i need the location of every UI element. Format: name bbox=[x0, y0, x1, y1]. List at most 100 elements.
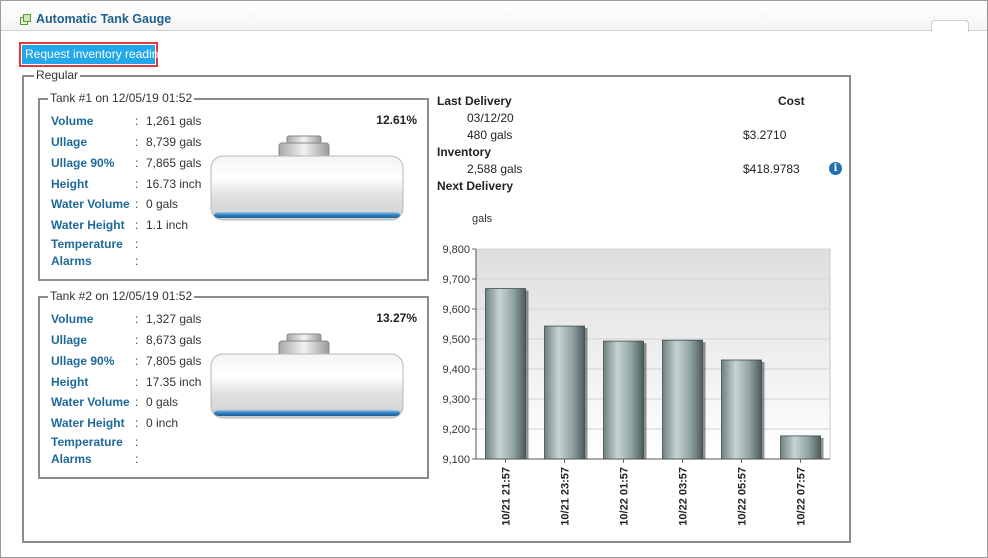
bar bbox=[780, 435, 821, 460]
bar bbox=[721, 359, 762, 460]
last-delivery-cost: $3.2710 bbox=[743, 128, 787, 142]
y-tick-label: 9,600 bbox=[442, 304, 470, 316]
tank-info-value: 1,261 gals bbox=[146, 114, 202, 128]
tank-info-colon: : bbox=[135, 156, 139, 170]
tank-info-colon: : bbox=[135, 254, 139, 268]
tank-info-colon: : bbox=[135, 218, 139, 232]
panel-header: Automatic Tank Gauge bbox=[1, 1, 987, 32]
tank-info-label: Height bbox=[51, 375, 89, 389]
inventory-amount: 2,588 gals bbox=[467, 162, 523, 176]
tank-info-colon: : bbox=[135, 395, 139, 409]
next-delivery-heading: Next Delivery bbox=[437, 179, 514, 193]
tank-info-value: 1,327 gals bbox=[146, 312, 202, 326]
tank-info-colon: : bbox=[135, 312, 139, 326]
last-delivery-heading: Last Delivery bbox=[437, 94, 512, 108]
tank-info-label: Alarms bbox=[51, 254, 92, 268]
y-tick-label: 9,200 bbox=[442, 424, 470, 436]
tank-info-label: Ullage bbox=[51, 333, 88, 347]
y-tick-label: 9,500 bbox=[442, 334, 470, 346]
y-tick-label: 9,800 bbox=[442, 244, 470, 256]
tank-info-label: Water Height bbox=[51, 218, 125, 232]
cost-header: Cost bbox=[778, 94, 805, 108]
tank-info-label: Temperature bbox=[51, 435, 123, 449]
inventory-cost: $418.9783 bbox=[743, 162, 800, 176]
bar bbox=[485, 288, 526, 460]
tank-info-value: 0 inch bbox=[146, 416, 179, 430]
collapse-tab[interactable] bbox=[931, 20, 969, 32]
tank-2-image bbox=[210, 333, 404, 419]
bar bbox=[662, 339, 703, 460]
tank-info-colon: : bbox=[135, 452, 139, 466]
y-tick-label: 9,700 bbox=[442, 274, 470, 286]
tank-info-label: Water Height bbox=[51, 416, 125, 430]
tank-1-legend: Tank #1 on 12/05/19 01:52 bbox=[48, 91, 195, 105]
tank-1-image bbox=[210, 135, 404, 221]
tank-2-group: Tank #2 on 12/05/19 01:52 13.27% Volume:… bbox=[38, 289, 429, 479]
tank-2-fill-percent: 13.27% bbox=[376, 311, 417, 325]
tank-body bbox=[210, 155, 404, 221]
x-tick-label: 10/22 05:57 bbox=[737, 467, 749, 526]
tank-info-label: Height bbox=[51, 177, 89, 191]
x-tick-label: 10/21 21:57 bbox=[501, 467, 513, 526]
inventory-chart: gals 9,100 9,200 9,300 9,400 9,500 9,600 9,700… bbox=[428, 203, 840, 543]
tank-info-value: 0 gals bbox=[146, 197, 179, 211]
panel-title: Automatic Tank Gauge bbox=[36, 12, 172, 26]
tank-info-value: 7,865 gals bbox=[146, 156, 202, 170]
tank-info-label: Water Volume bbox=[51, 395, 130, 409]
x-tick-label: 10/21 23:57 bbox=[560, 467, 572, 526]
tank-info-label: Ullage bbox=[51, 135, 88, 149]
y-tick-label: 9,300 bbox=[442, 394, 470, 406]
tank-info-colon: : bbox=[135, 354, 139, 368]
tank-info-label: Volume bbox=[51, 114, 94, 128]
request-inventory-label: Request inventory reading bbox=[22, 45, 165, 64]
delivery-info: Last Delivery Cost 03/12/20 480 gals $3.… bbox=[437, 92, 842, 202]
tank-1-fill-percent: 12.61% bbox=[376, 113, 417, 127]
tank-2-legend: Tank #2 on 12/05/19 01:52 bbox=[48, 289, 195, 303]
tank-neck bbox=[278, 340, 330, 356]
tank-info-value: 7,805 gals bbox=[146, 354, 202, 368]
regular-legend: Regular bbox=[34, 68, 81, 82]
tank-info-value: 1.1 inch bbox=[146, 218, 189, 232]
tank-gauge-icon bbox=[20, 14, 31, 25]
x-tick-label: 10/22 01:57 bbox=[619, 467, 631, 526]
tank-liquid bbox=[214, 410, 400, 416]
chart-y-unit-label: gals bbox=[472, 213, 493, 225]
tank-info-value: 17.35 inch bbox=[146, 375, 202, 389]
tank-liquid bbox=[214, 212, 400, 218]
tank-info-colon: : bbox=[135, 435, 139, 449]
regular-group: Regular Tank #1 on 12/05/19 01:52 12.61%… bbox=[22, 68, 851, 543]
tank-info-value: 8,673 gals bbox=[146, 333, 202, 347]
info-icon[interactable]: i bbox=[829, 162, 842, 175]
tank-1-group: Tank #1 on 12/05/19 01:52 12.61% Volume:… bbox=[38, 91, 429, 281]
plot-area bbox=[475, 248, 831, 460]
tank-body bbox=[210, 353, 404, 419]
tank-info-label: Water Volume bbox=[51, 197, 130, 211]
tank-info-value: 8,739 gals bbox=[146, 135, 202, 149]
x-tick-label: 10/22 03:57 bbox=[678, 467, 690, 526]
tank-info-colon: : bbox=[135, 416, 139, 430]
tank-info-colon: : bbox=[135, 197, 139, 211]
tank-neck bbox=[278, 142, 330, 158]
tank-info-value: 0 gals bbox=[146, 395, 179, 409]
bar bbox=[544, 325, 585, 460]
tank-info-label: Volume bbox=[51, 312, 94, 326]
last-delivery-amount: 480 gals bbox=[467, 128, 513, 142]
tank-info-colon: : bbox=[135, 135, 139, 149]
tank-info-colon: : bbox=[135, 237, 139, 251]
tank-info-value: 16.73 inch bbox=[146, 177, 202, 191]
tank-info-label: Alarms bbox=[51, 452, 92, 466]
bar bbox=[603, 340, 644, 460]
y-tick-label: 9,100 bbox=[442, 454, 470, 466]
tank-info-label: Ullage 90% bbox=[51, 354, 115, 368]
tank-info-colon: : bbox=[135, 375, 139, 389]
last-delivery-date: 03/12/20 bbox=[467, 111, 514, 125]
tank-info-colon: : bbox=[135, 114, 139, 128]
tank-info-label: Ullage 90% bbox=[51, 156, 115, 170]
y-tick-label: 9,400 bbox=[442, 364, 470, 376]
tank-info-label: Temperature bbox=[51, 237, 123, 251]
request-inventory-button[interactable]: Request inventory reading bbox=[19, 42, 165, 67]
inventory-heading: Inventory bbox=[437, 145, 492, 159]
tank-info-colon: : bbox=[135, 333, 139, 347]
tank-info-colon: : bbox=[135, 177, 139, 191]
